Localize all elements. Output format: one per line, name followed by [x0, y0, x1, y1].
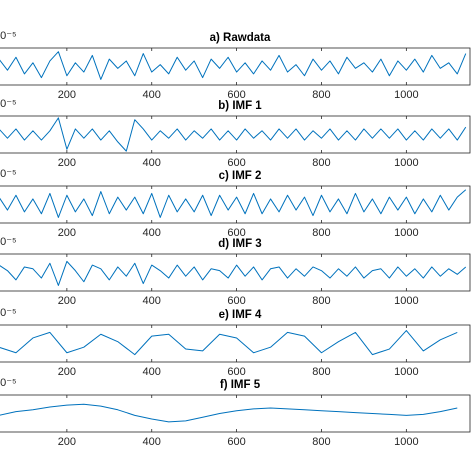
x-tick-label: 800: [312, 366, 330, 378]
subplot-title: c) IMF 2: [219, 170, 262, 182]
y-exponent: 10⁻⁵: [0, 377, 17, 389]
x-tick-label: 600: [227, 157, 245, 169]
plot-area: [0, 48, 470, 85]
x-tick-label: 200: [58, 366, 76, 378]
x-tick-label: 200: [58, 89, 76, 101]
x-tick-label: 200: [58, 295, 76, 307]
x-tick-label: 200: [58, 157, 76, 169]
y-exponent: 10⁻⁵: [0, 98, 17, 110]
x-tick-label: 1000: [394, 157, 418, 169]
y-exponent: 10⁻⁵: [0, 30, 17, 42]
subplot-title: f) IMF 5: [220, 379, 261, 391]
signal-line: [0, 330, 458, 356]
x-tick-label: 1000: [394, 436, 418, 448]
axes-box: [0, 253, 471, 292]
axes-box: [0, 115, 471, 154]
x-tick-label: 200: [58, 227, 76, 239]
x-tick-label: 200: [58, 436, 76, 448]
x-tick-label: 400: [143, 366, 161, 378]
signal-line: [0, 189, 467, 218]
axes-box: [0, 324, 471, 363]
x-tick-label: 400: [143, 295, 161, 307]
signal-line: [0, 403, 458, 423]
plot-area: [0, 116, 470, 153]
x-tick-label: 800: [312, 295, 330, 307]
x-tick-label: 1000: [394, 89, 418, 101]
x-tick-label: 400: [143, 436, 161, 448]
x-tick-label: 800: [312, 436, 330, 448]
x-tick-label: 600: [227, 366, 245, 378]
x-tick-label: 600: [227, 295, 245, 307]
x-tick-label: 600: [227, 227, 245, 239]
x-tick-label: 1000: [394, 295, 418, 307]
signal-line: [0, 117, 467, 152]
x-tick-label: 1000: [394, 366, 418, 378]
subplot-title: d) IMF 3: [218, 238, 261, 250]
y-exponent: 10⁻⁵: [0, 168, 17, 180]
subplot-title: e) IMF 4: [219, 309, 262, 321]
x-tick-label: 400: [143, 89, 161, 101]
x-tick-label: 800: [312, 227, 330, 239]
axes-box: [0, 185, 471, 224]
x-tick-label: 600: [227, 436, 245, 448]
axes-box: [0, 47, 471, 86]
y-exponent: 10⁻⁵: [0, 307, 17, 319]
x-tick-label: 800: [312, 89, 330, 101]
plot-area: [0, 325, 470, 362]
subplot-title: b) IMF 1: [218, 100, 262, 112]
axes-box: [0, 394, 471, 433]
x-tick-label: 400: [143, 227, 161, 239]
y-exponent: 10⁻⁵: [0, 236, 17, 248]
x-tick-label: 1000: [394, 227, 418, 239]
signal-line: [0, 51, 467, 80]
plot-area: [0, 395, 470, 432]
signal-line: [0, 260, 467, 286]
plot-area: [0, 186, 470, 223]
x-tick-label: 600: [227, 89, 245, 101]
plot-area: [0, 254, 470, 291]
subplot-title: a) Rawdata: [210, 32, 271, 44]
x-tick-label: 400: [143, 157, 161, 169]
x-tick-label: 800: [312, 157, 330, 169]
